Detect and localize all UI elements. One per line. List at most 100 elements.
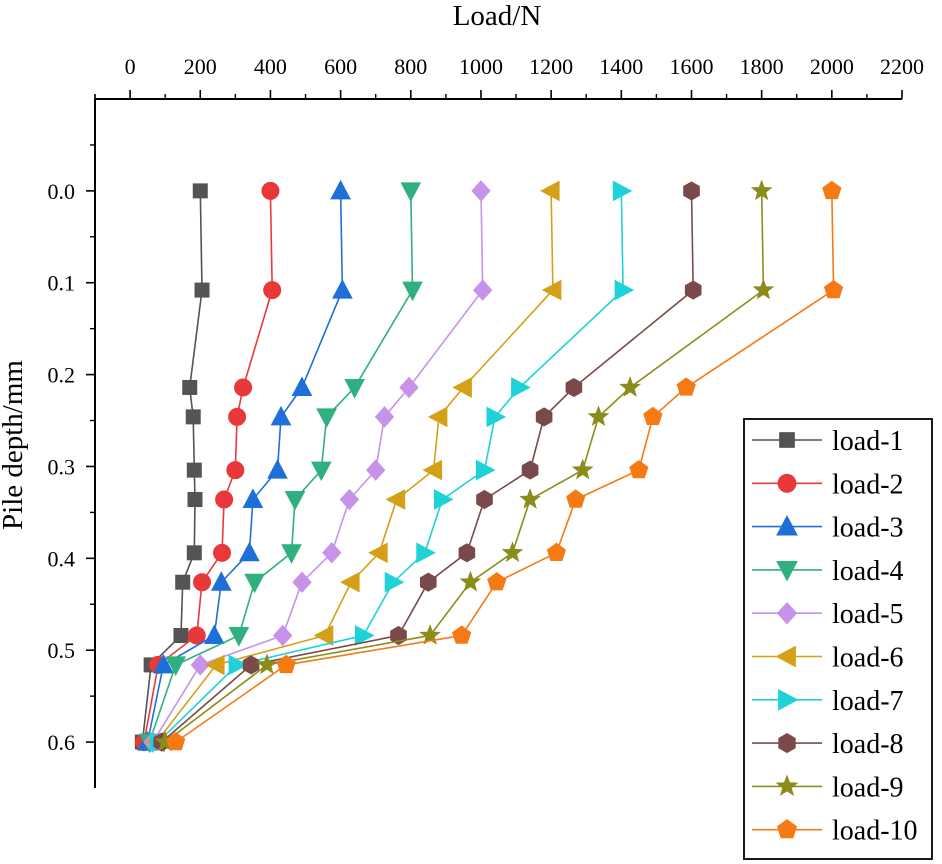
legend-label: load-10 xyxy=(832,816,918,847)
data-point-load-10 xyxy=(643,406,663,425)
legend-item-load-3: load-3 xyxy=(752,513,904,544)
data-point-load-1 xyxy=(192,183,208,199)
data-point-load-5 xyxy=(292,571,312,593)
data-point-load-9 xyxy=(459,570,482,592)
x-tick-label: 2200 xyxy=(880,54,924,79)
data-point-load-2 xyxy=(234,378,253,397)
data-point-load-3 xyxy=(332,279,353,299)
data-point-load-8 xyxy=(476,489,493,510)
data-point-load-8 xyxy=(521,460,539,480)
data-point-load-4 xyxy=(244,573,265,594)
data-point-load-6 xyxy=(541,279,562,301)
data-point-load-7 xyxy=(384,571,405,593)
x-tick-label: 200 xyxy=(184,54,217,79)
x-tick-label: 2000 xyxy=(810,54,854,79)
data-point-load-7 xyxy=(612,180,633,202)
series-load-10 xyxy=(166,180,844,751)
data-point-load-10 xyxy=(566,489,586,508)
legend-label: load-2 xyxy=(832,469,904,500)
legend-item-load-2: load-2 xyxy=(752,469,904,500)
legend-marker xyxy=(778,733,796,754)
legend-label: load-9 xyxy=(832,772,904,803)
data-point-load-10 xyxy=(823,279,844,299)
legend-marker xyxy=(776,819,798,839)
series-group xyxy=(134,179,844,754)
data-point-load-6 xyxy=(427,406,448,428)
data-point-load-1 xyxy=(185,409,201,425)
data-point-load-8 xyxy=(565,377,583,398)
x-tick-label: 800 xyxy=(394,54,427,79)
data-point-load-9 xyxy=(619,376,641,397)
data-point-load-6 xyxy=(452,377,472,398)
data-point-load-1 xyxy=(187,492,203,508)
legend-label: load-3 xyxy=(832,513,904,544)
legend-marker xyxy=(778,688,799,711)
data-point-load-8 xyxy=(242,655,260,675)
data-point-load-3 xyxy=(270,405,292,426)
data-point-load-6 xyxy=(540,180,560,202)
data-point-load-2 xyxy=(263,281,282,300)
y-axis-ticks: 0.0 0.1 0.2 0.3 0.4 0.5 0.6 xyxy=(48,144,95,755)
data-point-load-2 xyxy=(228,407,247,426)
legend-item-load-4: load-4 xyxy=(752,556,904,587)
data-point-load-2 xyxy=(261,181,280,200)
data-point-load-2 xyxy=(187,626,206,645)
x-tick-label: 1800 xyxy=(740,54,784,79)
data-point-load-4 xyxy=(400,182,422,202)
y-tick-label: 0.4 xyxy=(48,546,76,571)
y-tick-label: 0.2 xyxy=(48,363,76,388)
data-point-load-4 xyxy=(228,627,250,647)
x-tick-label: 600 xyxy=(324,54,357,79)
data-point-load-3 xyxy=(330,179,351,200)
x-tick-label: 0 xyxy=(125,54,136,79)
data-point-load-2 xyxy=(226,461,245,480)
series-load-9 xyxy=(154,179,775,752)
data-point-load-9 xyxy=(519,488,541,509)
legend-label: load-1 xyxy=(832,426,904,457)
data-point-load-6 xyxy=(385,489,406,510)
y-tick-label: 0.1 xyxy=(48,271,76,296)
x-tick-label: 1600 xyxy=(669,54,713,79)
data-point-load-9 xyxy=(571,458,594,480)
data-point-load-10 xyxy=(276,654,296,674)
legend-item-load-8: load-8 xyxy=(752,729,904,760)
legend-item-load-9: load-9 xyxy=(752,772,904,803)
legend-item-load-10: load-10 xyxy=(752,816,918,847)
legend-item-load-7: load-7 xyxy=(752,686,904,717)
data-point-load-7 xyxy=(228,654,249,676)
y-tick-label: 0.0 xyxy=(48,179,76,204)
legend-marker xyxy=(776,515,798,536)
data-point-load-2 xyxy=(215,490,234,509)
y-tick-label: 0.6 xyxy=(48,730,76,755)
data-point-load-5 xyxy=(339,488,360,511)
series-load-6 xyxy=(145,180,562,753)
series-load-3 xyxy=(137,179,353,751)
x-axis-ticks: 0 200 400 600 800 1000 1200 1400 1600 1800 2000 220… xyxy=(94,54,924,99)
x-axis-label: Load/N xyxy=(453,0,542,32)
legend-label: load-6 xyxy=(832,643,904,674)
data-point-load-10 xyxy=(452,625,472,644)
data-point-load-7 xyxy=(511,377,531,398)
data-point-load-3 xyxy=(210,571,232,591)
data-point-load-3 xyxy=(242,488,264,508)
x-tick-label: 1000 xyxy=(459,54,503,79)
legend-label: load-8 xyxy=(832,729,904,760)
data-point-load-8 xyxy=(458,543,476,563)
data-point-load-4 xyxy=(165,656,187,676)
data-point-load-8 xyxy=(683,181,700,201)
data-point-load-7 xyxy=(433,489,454,510)
legend-item-load-1: load-1 xyxy=(752,426,904,457)
data-point-load-7 xyxy=(486,406,507,428)
data-point-load-6 xyxy=(313,625,334,646)
legend-label: load-4 xyxy=(832,556,904,587)
data-point-load-10 xyxy=(487,572,507,591)
data-point-load-9 xyxy=(587,405,610,427)
data-point-load-5 xyxy=(399,376,419,399)
data-point-load-3 xyxy=(153,653,174,674)
data-point-load-2 xyxy=(193,573,212,592)
legend-marker xyxy=(777,473,797,493)
data-point-load-1 xyxy=(182,379,198,395)
data-point-load-8 xyxy=(420,572,437,592)
data-point-load-5 xyxy=(273,624,293,647)
